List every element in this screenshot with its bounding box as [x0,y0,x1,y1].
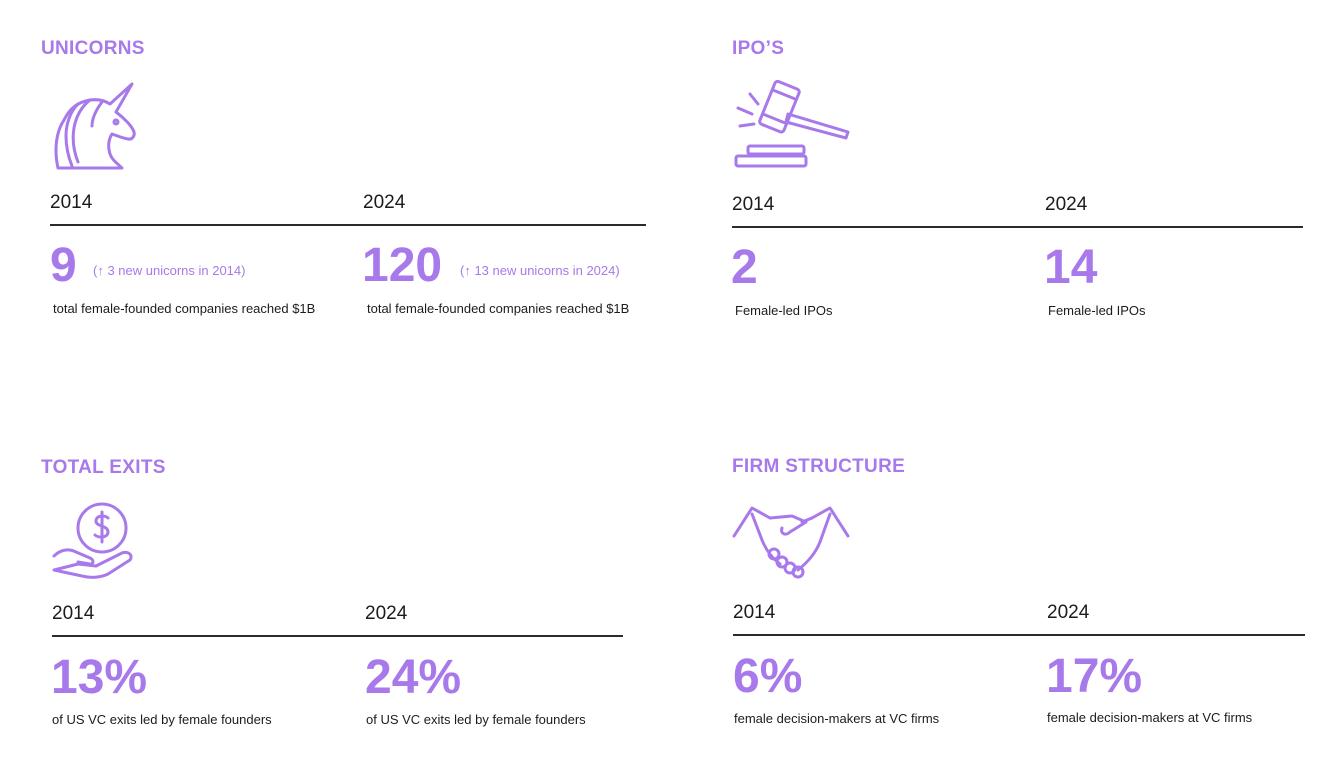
hand-coin-icon [50,500,140,580]
year-2024: 2024 [1045,194,1088,215]
stat-value-2024: 14 [1044,241,1098,294]
year-2024: 2024 [1047,602,1090,623]
stat-note-2014: (↑ 3 new unicorns in 2014) [93,263,246,278]
stat-value-2024: 120 [362,239,443,292]
section-unicorns: UNICORNS 2014 2024 9 (↑ 3 new unicorns i… [0,0,667,381]
stat-value-2014: 13% [51,651,148,704]
stat-value-2024: 17% [1046,650,1143,703]
stat-value-2014: 6% [733,650,803,703]
year-2014: 2014 [50,192,93,213]
stat-desc-2024: Female-led IPOs [1048,303,1146,318]
stat-value-2014: 2 [731,241,758,294]
year-2014: 2014 [52,603,95,624]
stat-desc-2014: female decision-makers at VC firms [734,711,940,726]
stat-desc-2014: Female-led IPOs [735,303,833,318]
stat-value-2024: 24% [365,651,462,704]
stat-desc-2024: total female-founded companies reached $… [367,301,630,316]
year-2014: 2014 [733,602,776,623]
stat-desc-2024: female decision-makers at VC firms [1047,710,1253,725]
section-ipos: IPO’S 2014 2024 2 Female-led IPOs 14 Fem… [730,38,1303,318]
stat-note-2024: (↑ 13 new unicorns in 2024) [460,263,620,278]
section-title: IPO’S [732,38,785,59]
divider [732,226,1303,228]
year-2024: 2024 [365,603,408,624]
unicorn-icon [48,82,138,172]
section-title: TOTAL EXITS [41,457,166,478]
section-total-exits: TOTAL EXITS 2014 2024 13% of US VC exits… [41,457,623,727]
divider [50,224,646,226]
gavel-icon [730,80,856,170]
stat-value-2014: 9 [50,239,77,292]
section-title: UNICORNS [41,38,145,59]
handshake-icon [732,500,850,580]
year-2024: 2024 [363,192,406,213]
stat-desc-2014: of US VC exits led by female founders [52,712,272,727]
divider [52,635,623,637]
stat-desc-2024: of US VC exits led by female founders [366,712,586,727]
stat-desc-2014: total female-founded companies reached $… [53,301,316,316]
year-2014: 2014 [732,194,775,215]
divider [733,634,1305,636]
section-title: FIRM STRUCTURE [732,456,906,477]
